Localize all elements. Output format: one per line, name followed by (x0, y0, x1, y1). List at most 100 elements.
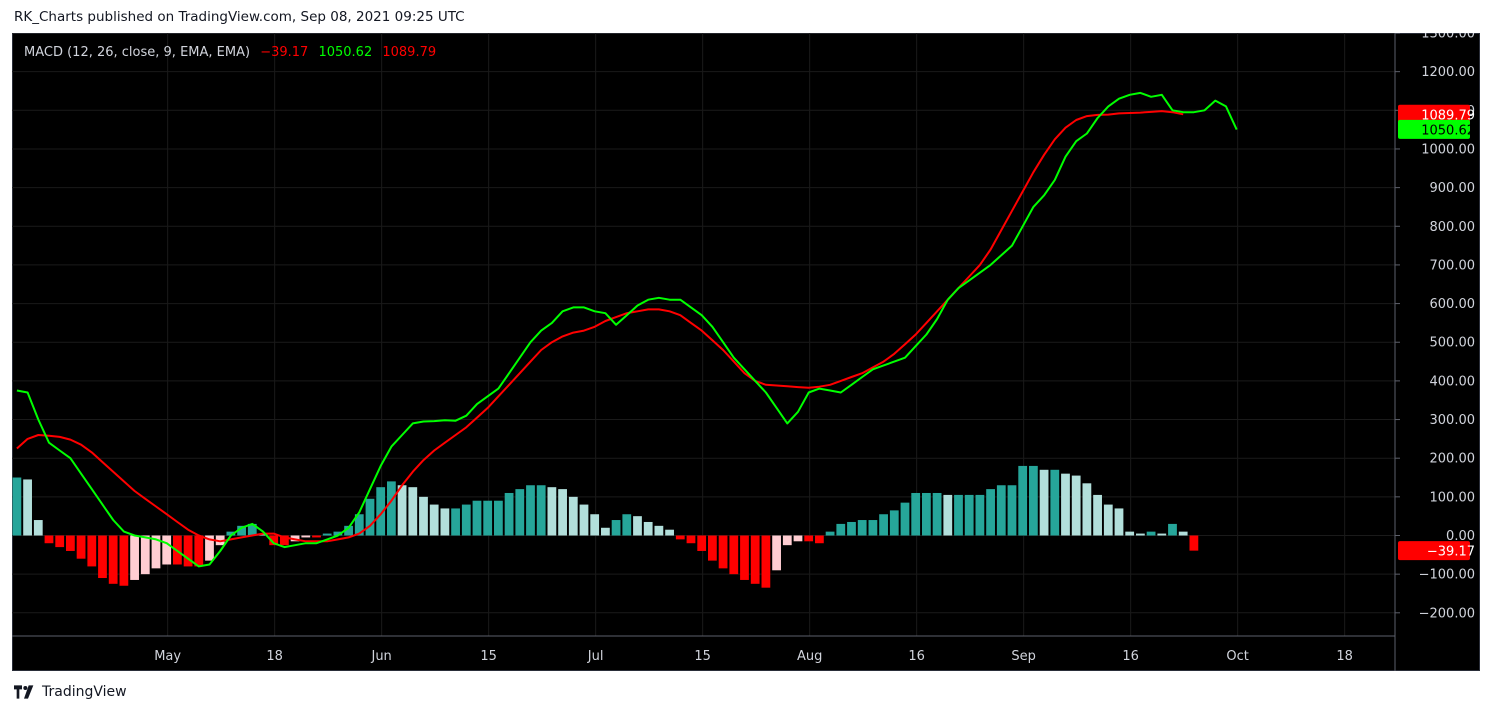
histogram-bar (515, 489, 525, 536)
histogram-bar (205, 535, 214, 561)
y-tick-label: 900.00 (1430, 181, 1476, 196)
legend-signal-value: 1089.79 (382, 45, 437, 60)
histogram-bar (772, 535, 781, 571)
histogram-bar (740, 535, 749, 580)
y-tick-label: 800.00 (1430, 220, 1476, 235)
histogram-bar (932, 492, 942, 536)
histogram-bar (237, 525, 246, 536)
x-tick-label: 15 (480, 649, 497, 664)
histogram-bar (1061, 473, 1070, 536)
histogram-bar (1007, 485, 1017, 536)
histogram-bar (568, 496, 578, 536)
histogram-bar (1018, 465, 1028, 536)
histogram-bar (943, 494, 953, 536)
histogram-bar (622, 514, 632, 536)
histogram-bar (226, 531, 236, 536)
y-tick-label: 300.00 (1430, 413, 1476, 428)
histogram-bar (247, 523, 257, 536)
histogram-bar (633, 516, 642, 536)
histogram-bar (601, 527, 610, 536)
x-tick-label: Sep (1011, 649, 1036, 664)
histogram-bar (397, 485, 407, 536)
histogram-bar (782, 535, 792, 546)
histogram-bar (579, 504, 589, 536)
histogram-bar (825, 531, 835, 536)
histogram-bar (429, 504, 439, 536)
histogram-bar (686, 535, 696, 544)
histogram-bar (879, 514, 888, 536)
y-tick-label: 1300.00 (1421, 33, 1475, 42)
histogram-bar (87, 535, 97, 567)
y-tick-label: 600.00 (1430, 297, 1476, 312)
x-tick-label: Jul (587, 649, 604, 664)
histogram-bar (697, 535, 707, 551)
histogram-bar (1168, 523, 1177, 536)
histogram-bar (857, 520, 867, 536)
histogram-bar (461, 504, 471, 536)
x-tick-label: Jun (370, 649, 391, 664)
last-value-tag (1398, 104, 1470, 124)
histogram-bar (280, 535, 289, 546)
histogram-bar (836, 523, 846, 536)
histogram-bar (365, 498, 375, 536)
histogram-bar (750, 535, 760, 584)
histogram-bar (986, 489, 995, 536)
macd-chart[interactable]: 1300.001200.001100.001000.00900.00800.00… (12, 33, 1480, 671)
histogram-bar (526, 485, 535, 536)
histogram-bar (472, 500, 482, 536)
histogram-bar (665, 529, 674, 536)
histogram-bar (1146, 531, 1156, 536)
histogram-bar (130, 535, 139, 580)
histogram-bar (1136, 533, 1145, 536)
x-tick-label: Aug (797, 649, 822, 664)
legend-indicator-name: MACD (12, 26, close, 9, EMA, EMA) (24, 45, 251, 60)
histogram-bar (194, 535, 204, 567)
indicator-legend: MACD (12, 26, close, 9, EMA, EMA) −39.17… (24, 45, 442, 60)
histogram-bar (804, 535, 814, 542)
histogram-bar (1114, 508, 1124, 536)
y-tick-label: 0.00 (1446, 529, 1475, 544)
histogram-bar (1093, 494, 1102, 536)
footer-brand[interactable]: TradingView (14, 684, 127, 700)
histogram-bar (729, 535, 739, 575)
histogram-bar (44, 535, 54, 544)
histogram-bar (33, 520, 43, 536)
x-tick-label: May (154, 649, 181, 664)
y-tick-label: −200.00 (1419, 606, 1475, 621)
histogram-bar (547, 487, 557, 536)
histogram-bar (1029, 465, 1038, 536)
histogram-bar (847, 521, 856, 536)
histogram-bar (119, 535, 129, 586)
histogram-bar (98, 535, 107, 579)
histogram-bar (954, 494, 963, 536)
histogram-bar (333, 531, 343, 536)
histogram-bar (718, 535, 728, 569)
histogram-bar (419, 496, 428, 536)
histogram-bar (889, 510, 899, 536)
histogram-bar (162, 535, 172, 565)
x-tick-label: 15 (694, 649, 711, 664)
histogram-bar (1082, 483, 1092, 536)
histogram-bar (1039, 469, 1049, 536)
histogram-bar (558, 489, 567, 536)
histogram-bar (504, 492, 514, 536)
histogram-bar (66, 535, 75, 551)
histogram-bar (76, 535, 86, 559)
histogram-bar (1103, 504, 1113, 536)
footer-brand-name: TradingView (42, 684, 127, 700)
x-tick-label: 16 (908, 649, 925, 664)
last-value-text: −39.17 (1427, 545, 1475, 560)
histogram-bar (761, 535, 771, 588)
histogram-bar (494, 500, 503, 536)
histogram-bar (301, 535, 311, 538)
histogram-bar (975, 494, 985, 536)
histogram-bar (1125, 531, 1135, 536)
histogram-bar (23, 479, 32, 536)
signal-line (16, 110, 1184, 543)
histogram-bar (654, 525, 664, 536)
histogram-bar (322, 533, 332, 536)
histogram-bar (1071, 475, 1081, 536)
histogram-bar (140, 535, 150, 575)
histogram-bar (451, 508, 460, 536)
last-value-text: 1089.79 (1421, 108, 1475, 123)
